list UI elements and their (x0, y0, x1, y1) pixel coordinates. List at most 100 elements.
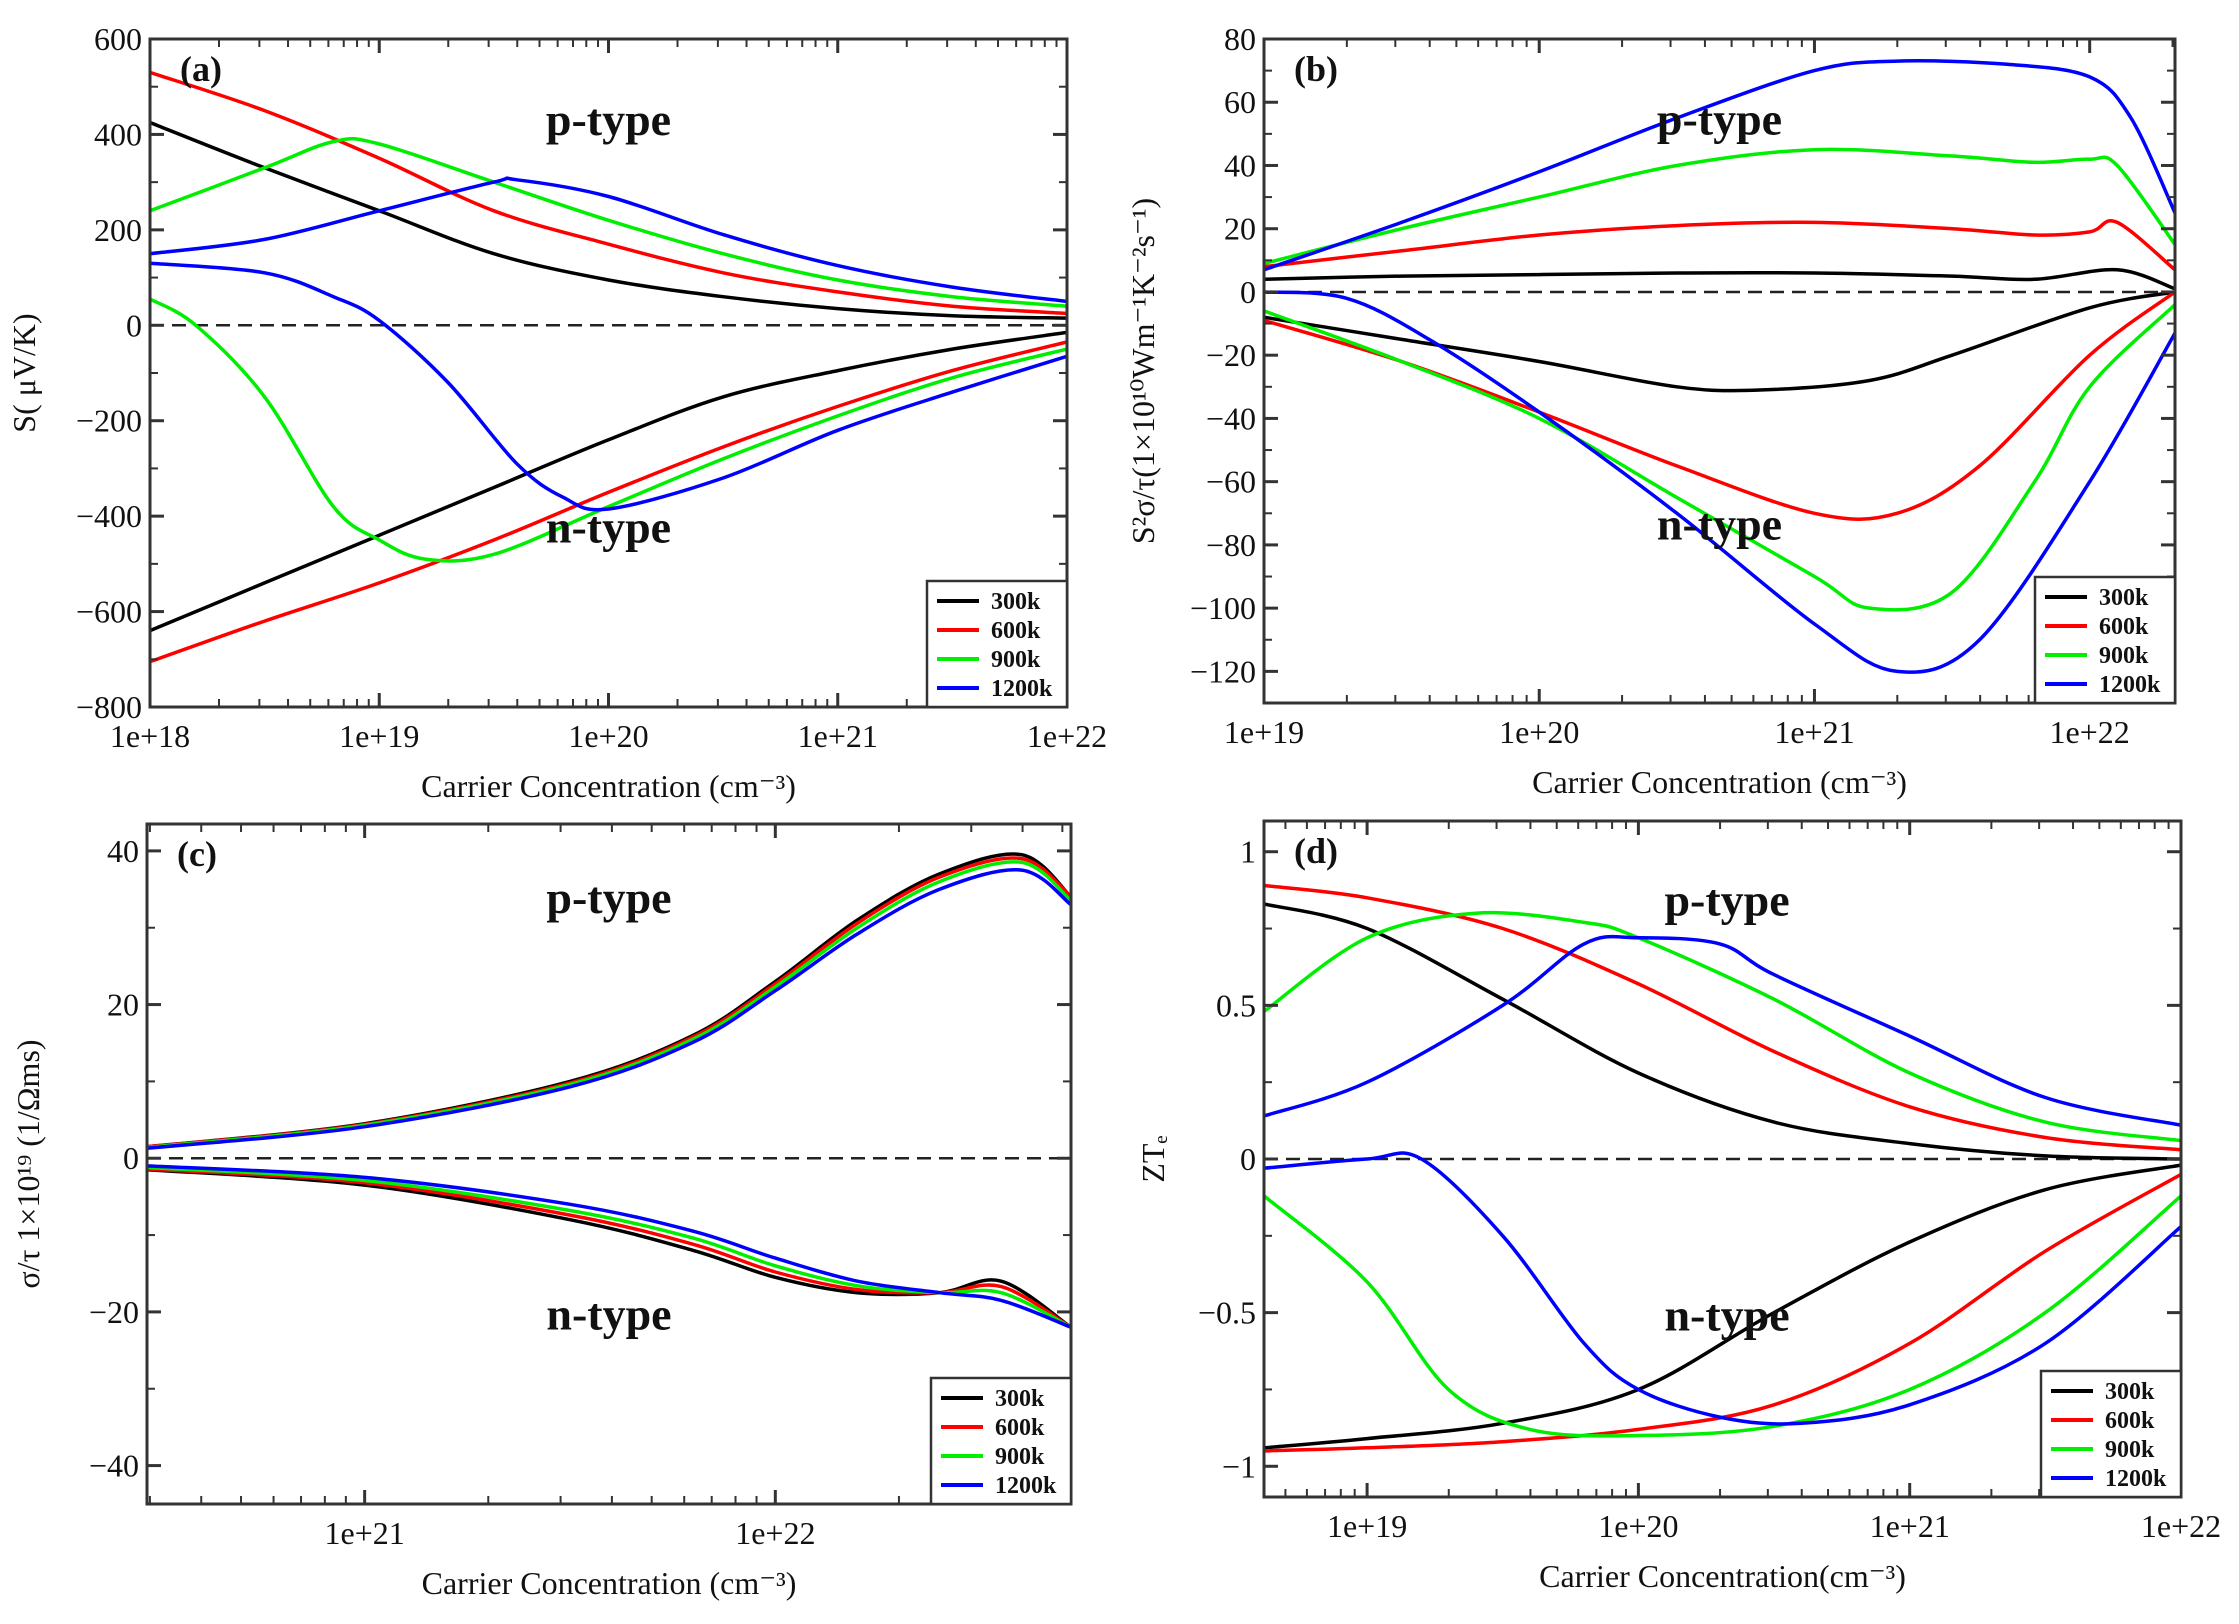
y-tick-label: 60 (1224, 84, 1256, 120)
legend-label-1200k: 1200k (995, 1473, 1057, 1499)
y-tick-label: −20 (1206, 337, 1256, 373)
legend-label-900k: 900k (995, 1444, 1045, 1470)
x-tick-label: 1e+21 (325, 1515, 405, 1551)
y-tick-label: 80 (1224, 21, 1256, 57)
y-tick-label: 20 (107, 987, 139, 1023)
series-group (1264, 883, 2181, 1453)
legend-label-600k: 600k (991, 618, 1041, 644)
legend-label-900k: 900k (2099, 643, 2149, 669)
y-tick-label: 0 (1240, 1141, 1256, 1177)
panel-label: (a) (180, 49, 222, 89)
x-tick-label: 1e+21 (1870, 1508, 1950, 1544)
panel-label: (b) (1294, 49, 1338, 89)
x-tick-label: 1e+20 (1499, 714, 1579, 750)
legend-label-600k: 600k (2105, 1408, 2155, 1434)
y-tick-label: 0 (126, 307, 142, 343)
legend-label-300k: 300k (2105, 1379, 2155, 1405)
series-group (1264, 59, 2175, 674)
y-tick-label: −60 (1206, 464, 1256, 500)
legend-label-300k: 300k (991, 589, 1041, 615)
series-line-n-type-900k (150, 297, 1067, 563)
x-tick-label: 1e+20 (568, 718, 648, 754)
series-line-p-type-1200k (150, 176, 1067, 304)
y-tick-label: 200 (94, 212, 142, 248)
legend: 300k 600k 900k 1200k (2039, 1369, 2183, 1499)
series-line-p-type-600k (1264, 219, 2175, 272)
series-line-n-type-600k (1264, 1172, 2181, 1453)
y-tick-label: −1 (1222, 1448, 1256, 1484)
panel-d: −1 −0.5 0 0.5 1 1e+19 1e+20 1e+21 1e+22 Carrier C… (1135, 819, 2221, 1594)
legend-label-900k: 900k (991, 647, 1041, 673)
y-tick-label: −80 (1206, 527, 1256, 563)
y-tick-label: 20 (1224, 211, 1256, 247)
x-tick-label: 1e+21 (1774, 714, 1854, 750)
p-type-annotation: p-type (546, 872, 671, 923)
x-tick-label: 1e+18 (110, 718, 190, 754)
n-type-annotation: n-type (1657, 499, 1782, 550)
series-line-p-type-1200k (1264, 934, 2181, 1127)
series-line-p-type-900k (1264, 147, 2175, 266)
y-tick-label: 0 (123, 1140, 139, 1176)
y-tick-label: −0.5 (1198, 1295, 1256, 1331)
legend-label-900k: 900k (2105, 1437, 2155, 1463)
panel-label: (d) (1294, 831, 1338, 871)
x-axis-label: Carrier Concentration (cm⁻³) (1532, 764, 1907, 800)
x-tick-label: 1e+20 (1598, 1508, 1678, 1544)
series-line-n-type-300k (1264, 290, 2175, 393)
series-line-p-type-300k (150, 120, 1067, 320)
series-line-p-type-300k (1264, 902, 2181, 1161)
legend: 300k 600k 900k 1200k (2033, 575, 2177, 705)
y-tick-label: 600 (94, 21, 142, 57)
y-tick-label: 0.5 (1216, 987, 1256, 1023)
series-line-p-type-900k (150, 137, 1067, 308)
x-tick-label: 1e+22 (1027, 718, 1107, 754)
y-tick-label: −100 (1190, 590, 1256, 626)
y-tick-label: −40 (1206, 400, 1256, 436)
x-tick-label: 1e+19 (339, 718, 419, 754)
y-axis-label: ZTₑ (1135, 1135, 1171, 1182)
y-tick-label: −800 (76, 689, 142, 725)
x-axis-label: Carrier Concentration (cm⁻³) (422, 1565, 797, 1601)
series-group (150, 70, 1067, 664)
legend-label-1200k: 1200k (2099, 672, 2161, 698)
y-tick-label: −20 (89, 1294, 139, 1330)
p-type-annotation: p-type (1664, 874, 1789, 925)
y-tick-label: −600 (76, 594, 142, 630)
legend: 300k 600k 900k 1200k (929, 1376, 1073, 1506)
series-line-n-type-1200k (147, 1164, 1071, 1329)
series-line-p-type-600k (150, 70, 1067, 316)
plot-frame (145, 822, 1073, 1506)
series-group (147, 852, 1071, 1329)
p-type-annotation: p-type (546, 94, 671, 145)
series-line-n-type-300k (1264, 1163, 2181, 1450)
y-tick-label: 0 (1240, 274, 1256, 310)
series-line-p-type-1200k (1264, 59, 2175, 272)
panel-b: −120 −100 −80 −60 −40 −20 0 20 40 60 80 1e+19 1e+20 1… (1125, 21, 2177, 800)
x-tick-label: 1e+21 (798, 718, 878, 754)
series-line-p-type-900k (1264, 910, 2181, 1143)
y-tick-label: −40 (89, 1448, 139, 1484)
y-tick-label: −400 (76, 498, 142, 534)
x-axis-label: Carrier Concentration(cm⁻³) (1539, 1558, 1906, 1594)
series-line-n-type-1200k (1264, 290, 2175, 674)
series-line-n-type-900k (147, 1165, 1071, 1329)
series-line-n-type-300k (147, 1168, 1071, 1329)
legend-label-1200k: 1200k (991, 676, 1053, 702)
y-axis-label: σ/τ 1×10¹⁹ (1/Ωms) (10, 1039, 46, 1288)
series-line-p-type-1200k (147, 867, 1071, 1150)
y-tick-label: −200 (76, 403, 142, 439)
x-axis-label: Carrier Concentration (cm⁻³) (421, 768, 796, 804)
series-line-n-type-600k (150, 340, 1067, 664)
x-tick-label: 1e+22 (735, 1515, 815, 1551)
n-type-annotation: n-type (546, 1289, 671, 1340)
n-type-annotation: n-type (546, 502, 671, 553)
y-tick-label: 400 (94, 116, 142, 152)
series-line-p-type-600k (1264, 883, 2181, 1152)
panel-label: (c) (177, 834, 217, 874)
plot-frame (1262, 37, 2177, 705)
y-axis-label: S²σ/τ(1×10¹⁰Wm⁻¹K⁻²s⁻¹) (1125, 198, 1161, 544)
series-line-n-type-1200k (1264, 1151, 2181, 1426)
y-axis-label: S( μV/K) (6, 313, 42, 432)
x-tick-label: 1e+22 (2141, 1508, 2221, 1544)
